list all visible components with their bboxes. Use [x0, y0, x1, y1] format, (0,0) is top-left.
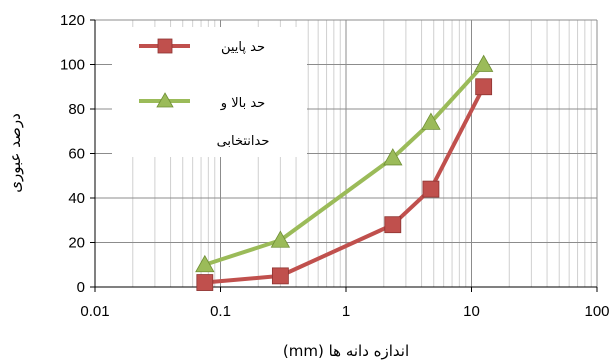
- legend-box: [112, 27, 307, 157]
- point-marker-upper: [383, 148, 403, 166]
- y-tick-label: 120: [60, 12, 85, 29]
- point-marker-upper: [270, 230, 291, 248]
- point-marker-lower: [384, 216, 402, 234]
- point-marker-lower: [422, 180, 440, 198]
- legend: حد پایین حد بالا و حدانتخابی: [112, 27, 307, 157]
- x-tick-labels: 0.01 0.1 1 10 100: [80, 303, 609, 320]
- x-tick-label: 0.01: [80, 303, 109, 320]
- point-marker-upper: [421, 112, 441, 130]
- x-axis-title: اندازه دانه ها (mm): [283, 342, 409, 360]
- point-marker-lower: [196, 274, 214, 291]
- legend-marker-lower: [157, 38, 173, 54]
- legend-label-upper-1: حد بالا و: [220, 96, 265, 111]
- y-tick-label: 60: [68, 146, 85, 163]
- y-tick-label: 80: [68, 101, 85, 118]
- x-tick-label: 10: [463, 303, 480, 320]
- y-tick-label: 0: [77, 279, 85, 296]
- point-marker-upper: [195, 254, 215, 273]
- series-group: [195, 54, 494, 291]
- y-tick-label: 100: [60, 57, 85, 74]
- y-tick-label: 20: [68, 235, 85, 252]
- x-tick-label: 100: [584, 303, 609, 320]
- point-marker-upper: [473, 54, 494, 72]
- y-tick-label: 40: [68, 190, 85, 207]
- point-marker-lower: [271, 267, 289, 285]
- y-tick-labels: 0 20 40 60 80 100 120: [60, 12, 85, 296]
- legend-label-lower: حد پایین: [221, 40, 265, 55]
- x-tick-label: 0.1: [210, 303, 231, 320]
- legend-marker-upper: [156, 92, 174, 108]
- y-axis-title: درصد عبوری: [6, 113, 24, 193]
- legend-label-upper-2: حدانتخابی: [217, 134, 270, 149]
- x-tick-label: 1: [342, 303, 350, 320]
- point-marker-lower: [475, 78, 493, 96]
- axes: [90, 19, 598, 292]
